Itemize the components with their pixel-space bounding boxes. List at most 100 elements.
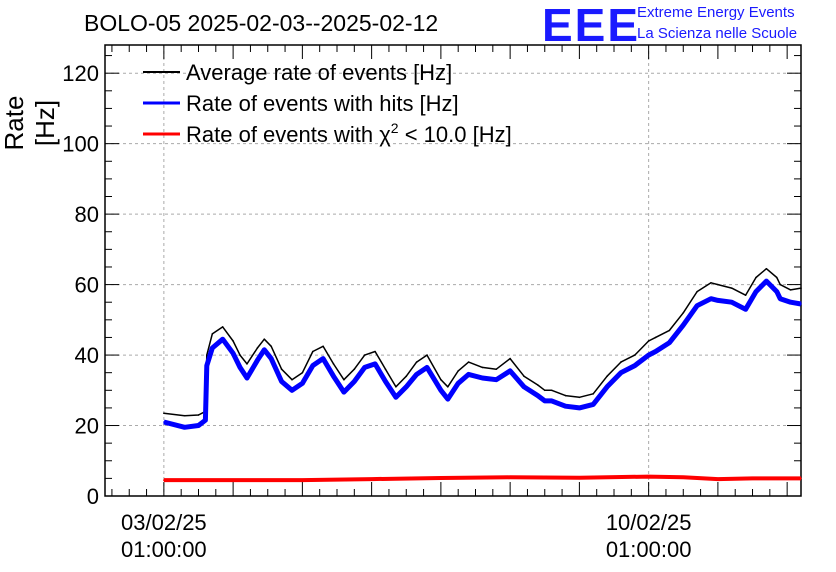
data-point [440, 477, 442, 479]
data-point [322, 345, 324, 348]
data-point [592, 393, 595, 395]
data-point [311, 364, 314, 367]
data-point [633, 354, 636, 356]
data-point [654, 350, 657, 353]
data-point [291, 378, 293, 381]
data-point [620, 371, 622, 374]
data-point [647, 340, 650, 342]
data-point [779, 297, 782, 300]
y-tick-label: 100 [62, 132, 99, 157]
data-point [481, 377, 484, 379]
data-point [343, 378, 345, 381]
data-point [509, 357, 511, 360]
data-point [447, 398, 449, 400]
data-point [647, 354, 650, 356]
data-point [311, 350, 314, 353]
data-point [467, 373, 470, 376]
x-tick-label-date: 10/02/25 [606, 510, 692, 535]
data-point [440, 378, 442, 381]
data-point [204, 419, 207, 422]
data-point [206, 354, 208, 356]
data-point [405, 375, 408, 378]
data-point [578, 396, 581, 399]
data-point [280, 380, 283, 383]
data-point [800, 303, 802, 305]
data-point [256, 359, 259, 362]
data-point [789, 301, 792, 304]
series-line [163, 278, 802, 430]
data-point [751, 477, 754, 480]
y-tick-label: 20 [75, 414, 99, 439]
data-point [211, 347, 214, 349]
data-point [606, 385, 608, 388]
data-point [717, 299, 719, 302]
x-tick-label-time: 01:00:00 [606, 537, 692, 562]
data-point [301, 382, 304, 385]
legend-entry: Average rate of events [Hz] [186, 60, 452, 85]
data-point [481, 366, 484, 369]
data-point [578, 476, 581, 479]
data-point [221, 326, 224, 328]
data-point [495, 378, 498, 381]
x-tick-label-date: 03/02/25 [121, 510, 207, 535]
data-point [457, 370, 459, 372]
data-point [332, 363, 335, 365]
data-point [495, 368, 498, 370]
data-point [370, 478, 373, 480]
data-point [633, 364, 636, 367]
data-point [800, 477, 802, 480]
legend-entry: Rate of events with χ2 < 10.0 [Hz] [186, 120, 512, 147]
data-point [263, 348, 266, 351]
plot-frame [104, 44, 802, 497]
data-point [395, 385, 397, 388]
org-name-line1: Extreme Energy Events [637, 4, 795, 21]
data-point [232, 340, 234, 342]
data-point [232, 479, 234, 481]
data-point [270, 345, 273, 348]
data-point [246, 363, 248, 365]
data-point [374, 363, 376, 365]
data-point [415, 361, 418, 363]
data-point [395, 396, 397, 399]
data-point [509, 370, 511, 372]
data-point [800, 287, 802, 289]
series-line [163, 267, 802, 417]
data-point [755, 276, 757, 279]
data-point [263, 338, 266, 341]
data-point [363, 366, 366, 369]
y-tick-label: 120 [62, 61, 99, 86]
data-point [239, 366, 241, 369]
data-point [246, 377, 248, 379]
data-point [654, 336, 657, 339]
data-point [256, 347, 259, 349]
org-name-line2: La Scienza nelle Scuole [637, 25, 798, 42]
data-point [647, 475, 650, 478]
chart-title: BOLO-05 2025-02-03--2025-02-12 [84, 10, 439, 36]
data-point [606, 375, 608, 378]
data-point [550, 400, 553, 402]
data-point [543, 389, 546, 392]
data-point [232, 352, 234, 355]
data-point [239, 354, 241, 356]
data-point [668, 329, 671, 332]
data-point [163, 479, 165, 481]
data-point [755, 290, 757, 293]
data-point [543, 400, 546, 402]
data-point [592, 403, 595, 406]
data-point [717, 478, 719, 480]
data-point [206, 364, 208, 367]
data-point [426, 354, 428, 356]
data-point [765, 280, 768, 282]
data-point [363, 354, 366, 356]
data-point [744, 294, 747, 296]
data-point [405, 385, 408, 388]
data-point [457, 382, 459, 385]
data-point [537, 384, 539, 386]
data-point [710, 297, 712, 300]
data-point [270, 357, 273, 360]
y-tick-label: 40 [75, 343, 99, 368]
data-point [564, 405, 567, 407]
data-point [550, 389, 553, 392]
data-point [291, 389, 293, 392]
